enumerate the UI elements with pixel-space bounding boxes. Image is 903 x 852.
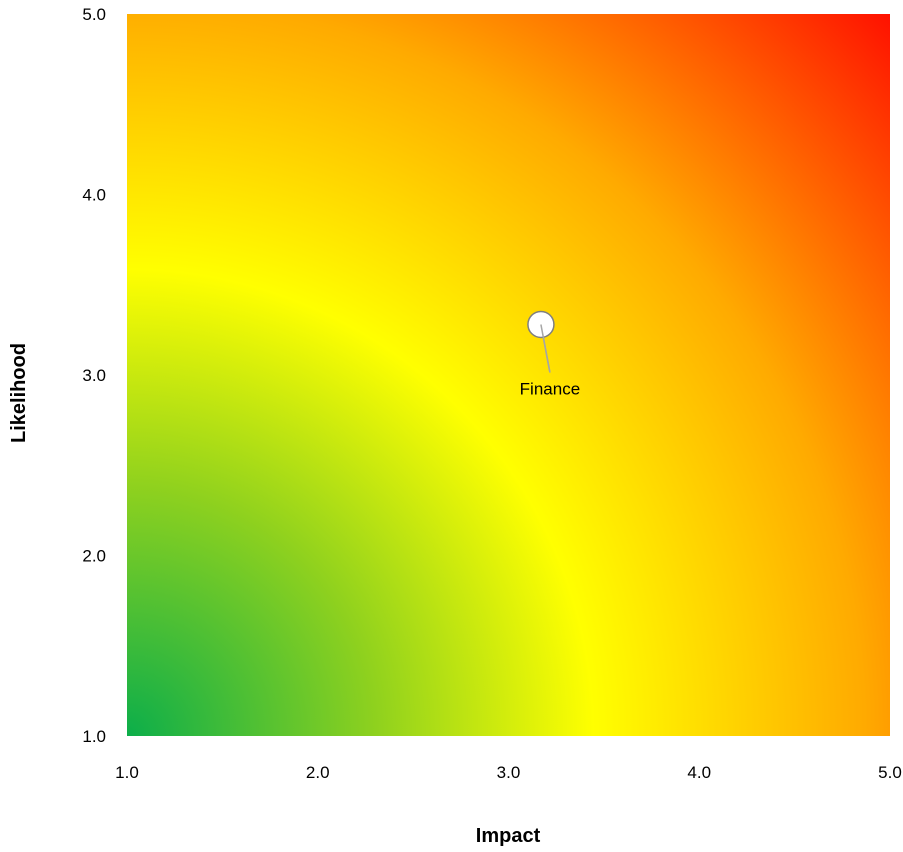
x-axis-title: Impact xyxy=(476,825,541,847)
data-points: Finance xyxy=(520,310,580,398)
x-tick-label: 3.0 xyxy=(497,763,521,782)
y-axis-title: Likelihood xyxy=(8,343,30,443)
y-tick-label: 3.0 xyxy=(82,366,106,385)
x-tick-label: 4.0 xyxy=(687,763,711,782)
x-tick-label: 2.0 xyxy=(306,763,330,782)
x-axis-ticks: 1.0 2.0 3.0 4.0 5.0 xyxy=(115,763,902,782)
x-tick-label: 1.0 xyxy=(115,763,139,782)
y-tick-label: 2.0 xyxy=(82,547,106,566)
y-tick-label: 4.0 xyxy=(82,186,106,205)
y-tick-label: 5.0 xyxy=(82,5,106,24)
point-leader-line-overlay xyxy=(540,324,551,373)
data-point-label: Finance xyxy=(520,379,580,398)
y-tick-label: 1.0 xyxy=(82,727,106,746)
x-tick-label: 5.0 xyxy=(878,763,902,782)
plot-area-gradient xyxy=(127,14,890,736)
y-axis-ticks: 1.0 2.0 3.0 4.0 5.0 xyxy=(82,5,106,746)
